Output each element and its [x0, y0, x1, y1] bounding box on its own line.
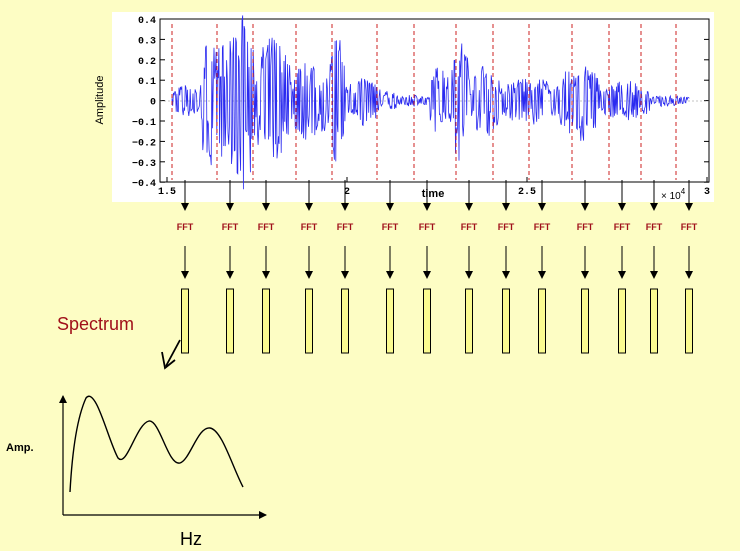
- fft-column: FFT: [646, 180, 663, 354]
- x-multiplier-text: × 10: [661, 191, 681, 202]
- spectrum-label: Spectrum: [57, 314, 135, 334]
- spectrum-bar: [341, 288, 349, 354]
- spectrum-bar: [181, 288, 189, 354]
- spectrum-pointer-arrow: [161, 339, 181, 370]
- fft-label: FFT: [577, 222, 594, 232]
- fft-label: FFT: [646, 222, 663, 232]
- fft-column: FFT: [382, 180, 399, 354]
- fft-column: FFT: [577, 180, 594, 354]
- x-tick-label: 2.5: [518, 187, 536, 198]
- spectrum-bar: [581, 288, 589, 354]
- x-tick-label: 2: [344, 187, 350, 198]
- fft-label: FFT: [337, 222, 354, 232]
- spectrum-bar: [262, 288, 270, 354]
- spectrum-bar: [465, 288, 473, 354]
- spectrum-bar: [423, 288, 431, 354]
- y-tick-label: −0.3: [132, 159, 156, 170]
- fft-label: FFT: [614, 222, 631, 232]
- y-tick-label: −0.1: [132, 118, 156, 129]
- fft-label: FFT: [461, 222, 478, 232]
- waveform-x-axis-label: time: [422, 188, 445, 200]
- fft-label: FFT: [498, 222, 515, 232]
- fft-label: FFT: [301, 222, 318, 232]
- spectrum-bar: [618, 288, 626, 354]
- x-tick-label: 3: [704, 187, 710, 198]
- spectrum-pointer-head: [161, 351, 176, 370]
- fft-column: FFT: [177, 180, 194, 354]
- fft-column: FFT: [337, 180, 354, 354]
- fft-column: FFT: [534, 180, 551, 354]
- spectrum-bar: [386, 288, 394, 354]
- fft-label: FFT: [681, 222, 698, 232]
- fft-column: FFT: [614, 180, 631, 354]
- y-tick-label: 0.2: [138, 57, 156, 68]
- y-tick-label: 0: [150, 98, 156, 109]
- fft-column: FFT: [301, 180, 318, 354]
- fft-label: FFT: [419, 222, 436, 232]
- x-tick-label: 1.5: [158, 187, 176, 198]
- fft-column: FFT: [681, 180, 698, 354]
- spectrum-curve: [69, 395, 244, 493]
- spectrum-pointer-shaft: [165, 339, 181, 367]
- waveform-panel: 0.4 0.3 0.2 0.1 0 −0.1 −0.2 −0.3 −0.4 1.5 2 2.5 3 A…: [94, 12, 714, 202]
- y-tick-label: −0.4: [132, 179, 156, 190]
- y-tick-label: 0.3: [138, 36, 156, 47]
- spectrum-bar: [305, 288, 313, 354]
- spectrum-plot: [59, 395, 267, 519]
- waveform-x-multiplier: × 104: [661, 187, 686, 202]
- fft-label: FFT: [258, 222, 275, 232]
- fft-columns: FFT FFT FFT FFT FFT FFT FFT FFT FFT FFT FFT FFT FFT F…: [177, 180, 698, 354]
- spectrum-bar: [685, 288, 693, 354]
- fft-column: FFT: [419, 180, 436, 354]
- y-tick-label: 0.1: [138, 77, 156, 88]
- fft-column: FFT: [222, 180, 239, 354]
- spectrum-bar: [538, 288, 546, 354]
- spectrum-y-label: Amp.: [6, 442, 34, 454]
- fft-column: FFT: [461, 180, 478, 354]
- y-tick-label: −0.2: [132, 138, 156, 149]
- fft-column: FFT: [258, 180, 275, 354]
- waveform-y-axis-label: Amplitude: [94, 76, 106, 125]
- y-axis-ticks: 0.4 0.3 0.2 0.1 0 −0.1 −0.2 −0.3 −0.4: [132, 16, 709, 190]
- y-tick-label: 0.4: [138, 16, 156, 27]
- fft-label: FFT: [534, 222, 551, 232]
- fft-label: FFT: [177, 222, 194, 232]
- spectrum-bar: [502, 288, 510, 354]
- fft-column: FFT: [498, 180, 515, 354]
- frame-divider-lines: [171, 24, 677, 180]
- x-multiplier-exponent: 4: [681, 187, 686, 196]
- speech-waveform: [171, 15, 690, 190]
- spectrum-x-label: Hz: [180, 529, 202, 549]
- fft-label: FFT: [222, 222, 239, 232]
- fft-label: FFT: [382, 222, 399, 232]
- spectrum-bar: [226, 288, 234, 354]
- x-axis-ticks: 1.5 2 2.5 3: [158, 177, 710, 198]
- spectrum-bar: [650, 288, 658, 354]
